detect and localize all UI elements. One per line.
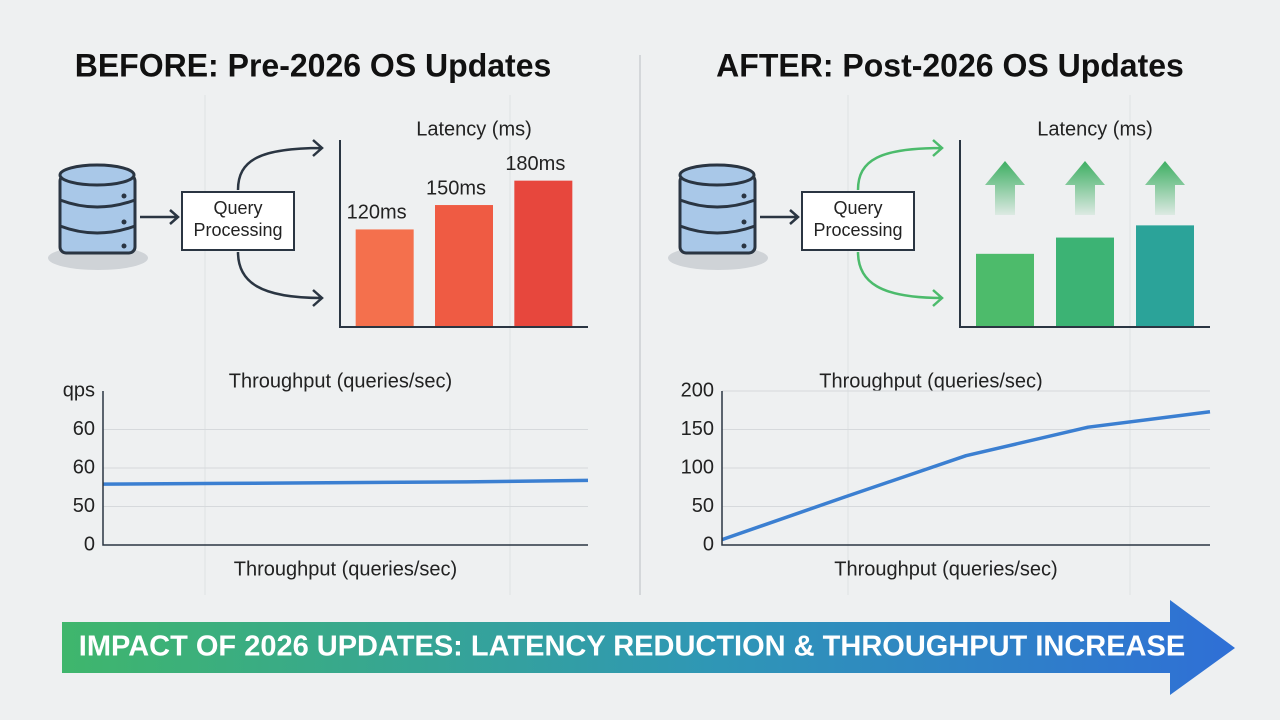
y-tick-label: 50: [692, 495, 714, 517]
up-arrows: [985, 161, 1185, 215]
line: [721, 410, 1211, 542]
bar: [1056, 237, 1114, 327]
panel-title: BEFORE: Pre-2026 OS Updates: [75, 47, 552, 83]
bar: [976, 253, 1034, 327]
x-axis-label: Throughput (queries/sec): [234, 558, 457, 580]
box-label: Processing: [813, 220, 902, 240]
line: [102, 478, 589, 486]
arrow: [856, 139, 944, 307]
y-tick-label: 60: [73, 456, 95, 478]
bar: [435, 205, 493, 327]
arrow: [760, 209, 800, 225]
process-box: [801, 191, 915, 251]
banner-text: IMPACT OF 2026 UPDATES: LATENCY REDUCTIO…: [79, 631, 1185, 663]
y-tick-label: 60: [73, 418, 95, 440]
bar: [514, 180, 573, 327]
axis: [959, 140, 1210, 328]
chart-title: Throughput (queries/sec): [819, 370, 1042, 392]
value-label: 150ms: [426, 177, 486, 199]
background-grid: [204, 95, 1131, 595]
value-label: 180ms: [505, 153, 565, 175]
value-label: 120ms: [347, 202, 407, 224]
arrow: [140, 209, 180, 225]
y-tick-label: 50: [73, 495, 95, 517]
bar: [1136, 225, 1194, 327]
arrow: [236, 139, 324, 307]
chart-title: Latency (ms): [416, 118, 532, 140]
banner-arrow: [62, 600, 1235, 695]
chart-title: Latency (ms): [1037, 118, 1153, 140]
y-axis-label: qps: [63, 379, 95, 401]
box-label: Query: [833, 198, 882, 218]
y-tick-label: 100: [681, 456, 714, 478]
axis: [721, 391, 1210, 546]
y-tick-label: 200: [681, 379, 714, 401]
chart-title: Throughput (queries/sec): [229, 370, 452, 392]
y-tick-label: 0: [84, 533, 95, 555]
database-icon: [668, 163, 768, 270]
box-label: Processing: [193, 220, 282, 240]
axis: [102, 391, 588, 546]
box-label: Query: [213, 198, 262, 218]
bar: [355, 229, 414, 327]
y-tick-label: 0: [703, 533, 714, 555]
process-box: [181, 191, 295, 251]
database-icon: [48, 163, 148, 270]
panel-title: AFTER: Post-2026 OS Updates: [716, 47, 1184, 83]
axis: [339, 140, 588, 328]
x-axis-label: Throughput (queries/sec): [834, 558, 1057, 580]
y-tick-label: 150: [681, 418, 714, 440]
